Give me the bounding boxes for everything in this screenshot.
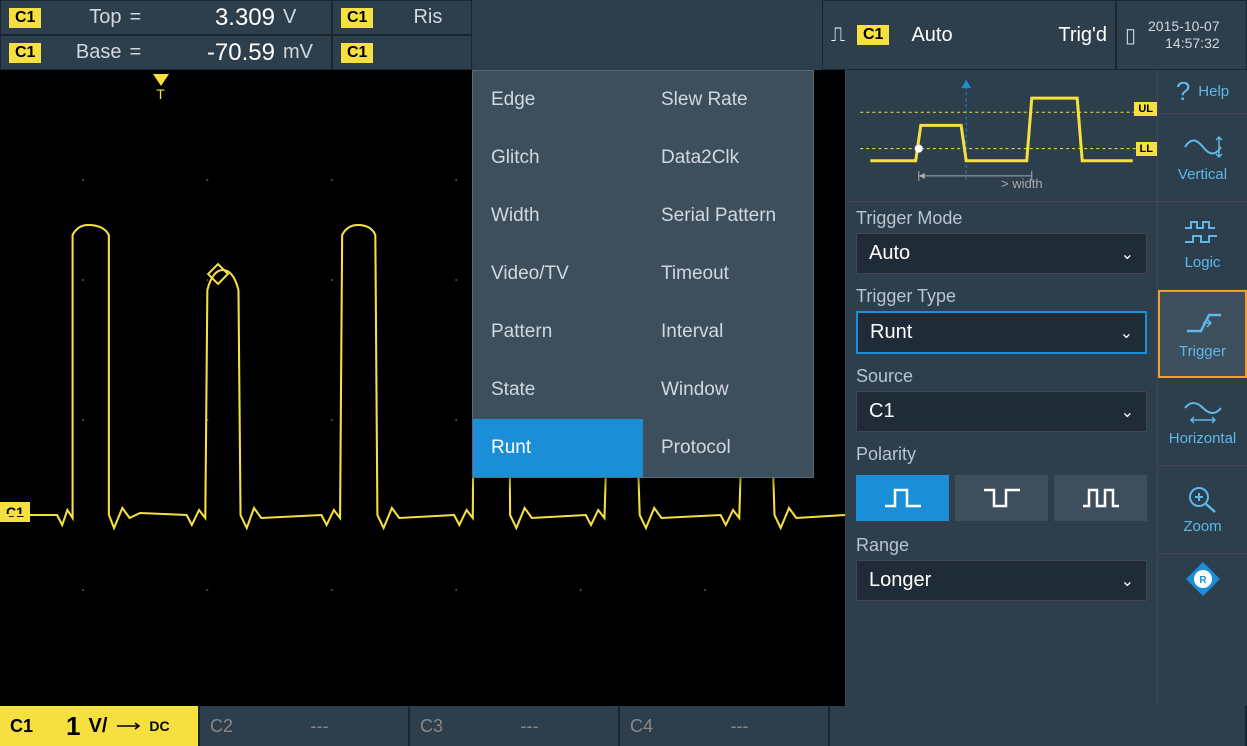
measurement-rise[interactable]: C1 Ris [332, 0, 472, 35]
measurement-label: Ris [413, 6, 442, 29]
channel-c4-cell[interactable]: C4 --- [620, 706, 830, 746]
channel-badge: C2 [210, 716, 233, 737]
source-label: Source [856, 366, 1147, 387]
chevron-down-icon: ⌄ [1121, 244, 1134, 264]
polarity-label: Polarity [856, 444, 1147, 465]
source-select[interactable]: C1 ⌄ [856, 391, 1147, 432]
trigger-mode-status: Auto [911, 24, 952, 47]
measurement-top[interactable]: C1 Top = 3.309 V [0, 0, 332, 35]
status-bar: ⎍ C1 Auto Trig'd [822, 0, 1116, 70]
sidebar-item-logic[interactable]: Logic [1158, 202, 1247, 290]
status-channel: C1 [857, 25, 889, 45]
menu-item-video-tv[interactable]: Video/TV [473, 245, 643, 303]
top-measurement-bar: C1 Top = 3.309 V C1 Base = -70.59 mV C1 … [0, 0, 1247, 70]
measurement-base[interactable]: C1 Base = -70.59 mV [0, 35, 332, 70]
menu-item-state[interactable]: State [473, 361, 643, 419]
channel-badge: C1 [341, 8, 373, 28]
upper-limit-label: UL [1134, 102, 1157, 116]
measurement-fall[interactable]: C1 [332, 35, 472, 70]
waveform-display[interactable]: T C1 EdgeSlew RateGlitchData2ClkWidthSer… [0, 70, 845, 706]
pulse-icon: ⎍ [831, 24, 845, 47]
menu-item-slew-rate[interactable]: Slew Rate [643, 71, 813, 129]
trigger-mode-select[interactable]: Auto ⌄ [856, 233, 1147, 274]
channel-badge: C3 [420, 716, 443, 737]
channel-c3-cell[interactable]: C3 --- [410, 706, 620, 746]
measurement-label: Top [51, 6, 121, 29]
polarity-positive-button[interactable] [856, 475, 949, 521]
menu-item-edge[interactable]: Edge [473, 71, 643, 129]
trigger-settings-panel: UL LL > width Trigger Mode Auto ⌄ Trigge… [845, 70, 1157, 706]
sidebar-item-zoom[interactable]: Zoom [1158, 466, 1247, 554]
channel-badge: C1 [9, 8, 41, 28]
channel-vdiv-value: 1 [66, 711, 80, 742]
channel-bar-rest [830, 706, 1247, 746]
menu-item-glitch[interactable]: Glitch [473, 129, 643, 187]
channel-bar: C1 1 V/ DC C2 --- C3 --- C4 --- [0, 706, 1247, 746]
trigger-type-select[interactable]: Runt ⌄ [856, 311, 1147, 354]
trigger-type-dropdown-menu: EdgeSlew RateGlitchData2ClkWidthSerial P… [472, 70, 814, 478]
trigger-state: Trig'd [1058, 24, 1107, 47]
measurement-unit: mV [283, 41, 323, 64]
menu-item-timeout[interactable]: Timeout [643, 245, 813, 303]
menu-item-serial-pattern[interactable]: Serial Pattern [643, 187, 813, 245]
range-select[interactable]: Longer ⌄ [856, 560, 1147, 601]
channel-c1-cell[interactable]: C1 1 V/ DC [0, 706, 200, 746]
trigger-mode-label: Trigger Mode [856, 208, 1147, 229]
menu-item-width[interactable]: Width [473, 187, 643, 245]
channel-badge: C1 [10, 716, 33, 737]
measurement-unit: V [283, 6, 323, 29]
date: 2015-10-07 [1148, 18, 1220, 35]
datetime-bar: ▯ 2015-10-07 14:57:32 [1116, 0, 1247, 70]
polarity-both-button[interactable] [1054, 475, 1147, 521]
channel-c2-cell[interactable]: C2 --- [200, 706, 410, 746]
channel-badge: C1 [9, 43, 41, 63]
width-label: > width [1001, 176, 1043, 191]
channel-badge: C1 [341, 43, 373, 63]
polarity-negative-button[interactable] [955, 475, 1048, 521]
channel-badge: C4 [630, 716, 653, 737]
chevron-down-icon: ⌄ [1120, 323, 1133, 343]
menu-item-interval[interactable]: Interval [643, 303, 813, 361]
menu-item-window[interactable]: Window [643, 361, 813, 419]
menu-item-data2clk[interactable]: Data2Clk [643, 129, 813, 187]
sidebar-item-vertical[interactable]: Vertical [1158, 114, 1247, 202]
chevron-down-icon: ⌄ [1121, 571, 1134, 591]
measurement-value: 3.309 [149, 4, 283, 32]
menu-item-protocol[interactable]: Protocol [643, 419, 813, 477]
battery-icon: ▯ [1125, 23, 1136, 48]
lower-limit-label: LL [1136, 142, 1157, 156]
menu-item-runt[interactable]: Runt [473, 419, 643, 477]
range-label: Range [856, 535, 1147, 556]
sidebar-item-trigger[interactable]: Trigger [1158, 290, 1247, 378]
trigger-type-label: Trigger Type [856, 286, 1147, 307]
sidebar-item-help[interactable]: ? Help [1158, 70, 1247, 114]
sidebar-nav: ? Help Vertical Logic Trigger Horizontal [1157, 70, 1247, 706]
coupling-icon [115, 720, 141, 732]
trigger-diagram: UL LL > width [846, 70, 1157, 202]
measurement-label: Base [51, 41, 121, 64]
help-icon: ? [1176, 76, 1190, 107]
measurement-value: -70.59 [149, 39, 283, 67]
brand-logo: R [1158, 554, 1247, 604]
menu-item-pattern[interactable]: Pattern [473, 303, 643, 361]
sidebar-item-horizontal[interactable]: Horizontal [1158, 378, 1247, 466]
chevron-down-icon: ⌄ [1121, 402, 1134, 422]
time: 14:57:32 [1148, 35, 1220, 52]
svg-text:R: R [1199, 575, 1207, 586]
